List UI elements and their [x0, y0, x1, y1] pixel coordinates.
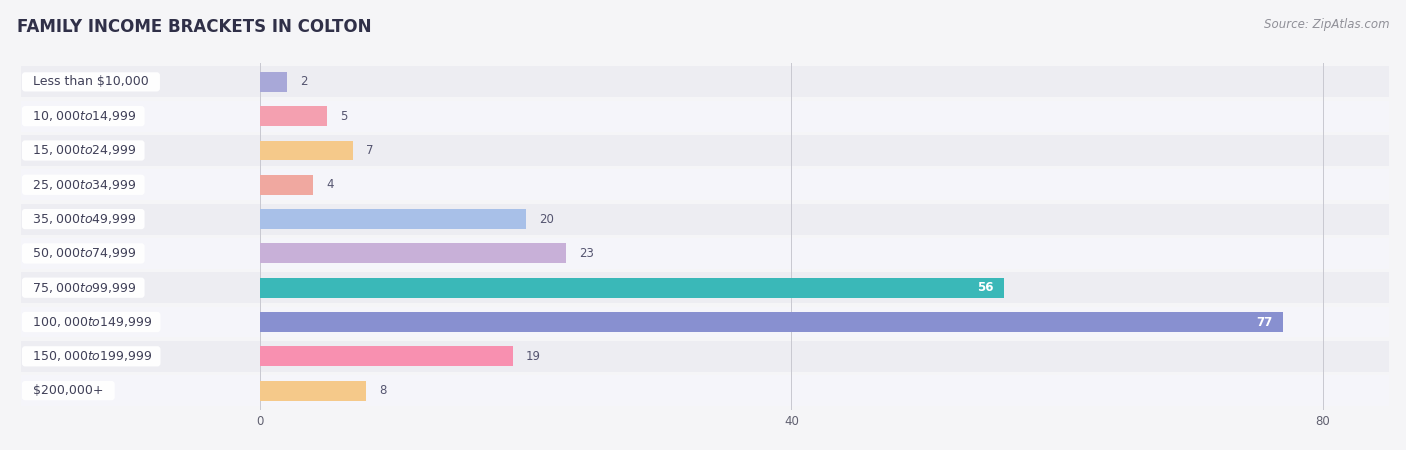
Bar [260, 175, 314, 195]
Text: 20: 20 [538, 212, 554, 225]
Text: Less than $10,000: Less than $10,000 [25, 75, 157, 88]
Bar [21, 67, 1389, 97]
Text: 2: 2 [299, 75, 308, 88]
Text: $75,000 to $99,999: $75,000 to $99,999 [25, 281, 142, 295]
Bar [260, 140, 353, 161]
Bar [260, 72, 287, 92]
Text: $10,000 to $14,999: $10,000 to $14,999 [25, 109, 142, 123]
Text: $50,000 to $74,999: $50,000 to $74,999 [25, 247, 142, 261]
Text: $35,000 to $49,999: $35,000 to $49,999 [25, 212, 142, 226]
Text: FAMILY INCOME BRACKETS IN COLTON: FAMILY INCOME BRACKETS IN COLTON [17, 18, 371, 36]
Text: 56: 56 [977, 281, 993, 294]
Text: $15,000 to $24,999: $15,000 to $24,999 [25, 144, 142, 158]
Bar [21, 341, 1389, 372]
Bar [260, 278, 1004, 297]
Bar [21, 135, 1389, 166]
Bar [21, 375, 1389, 406]
Bar [21, 169, 1389, 200]
Text: $200,000+: $200,000+ [25, 384, 111, 397]
Text: 19: 19 [526, 350, 541, 363]
Bar [260, 381, 367, 400]
Text: 5: 5 [340, 110, 347, 123]
Text: 4: 4 [326, 178, 335, 191]
Text: Source: ZipAtlas.com: Source: ZipAtlas.com [1264, 18, 1389, 31]
Text: $25,000 to $34,999: $25,000 to $34,999 [25, 178, 142, 192]
Text: $150,000 to $199,999: $150,000 to $199,999 [25, 349, 157, 363]
Bar [21, 204, 1389, 234]
Bar [21, 101, 1389, 131]
Bar [21, 272, 1389, 303]
Bar [260, 312, 1282, 332]
Text: 7: 7 [367, 144, 374, 157]
Bar [21, 306, 1389, 338]
Bar [260, 209, 526, 229]
Bar [260, 346, 513, 366]
Text: 77: 77 [1256, 315, 1272, 328]
Text: 8: 8 [380, 384, 387, 397]
Bar [21, 238, 1389, 269]
Bar [260, 106, 326, 126]
Text: 23: 23 [579, 247, 593, 260]
Text: $100,000 to $149,999: $100,000 to $149,999 [25, 315, 157, 329]
Bar [260, 243, 565, 263]
